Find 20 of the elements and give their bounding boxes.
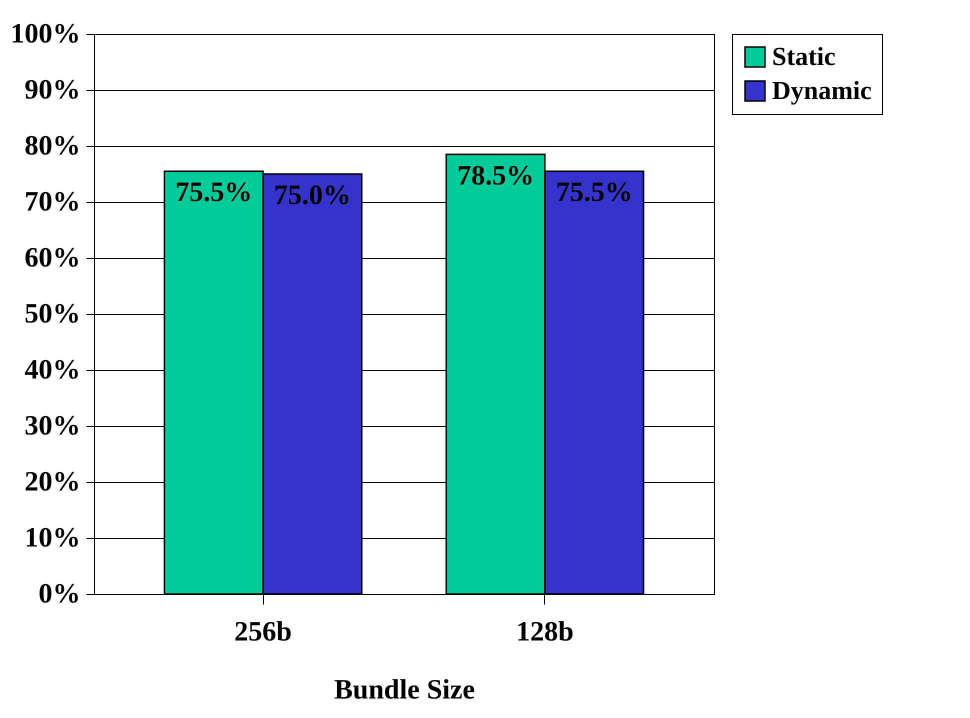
y-tick-label: 40% xyxy=(24,354,80,386)
text: 75.0% xyxy=(274,180,351,211)
y-tick-label: 0% xyxy=(38,578,80,610)
y-tick-label: 20% xyxy=(24,466,80,498)
y-tick-label: 50% xyxy=(24,298,80,330)
legend-label: Static xyxy=(772,42,836,71)
y-tick-label: 80% xyxy=(24,130,80,162)
y-tick-label: 10% xyxy=(24,522,80,554)
text: 78.5% xyxy=(457,160,534,192)
y-tick-label: 30% xyxy=(24,410,80,442)
x-tick-label: 128b xyxy=(516,616,574,648)
text: 75.5% xyxy=(556,177,633,208)
legend-label: Dynamic xyxy=(772,76,872,105)
x-axis-title: Bundle Size xyxy=(334,674,475,706)
y-tick-label: 70% xyxy=(24,186,80,218)
y-tick-label: 60% xyxy=(24,242,80,274)
y-tick-label: 90% xyxy=(24,74,80,106)
text: 75.5% xyxy=(175,177,252,208)
y-tick-label: 100% xyxy=(10,18,80,50)
x-tick-label: 256b xyxy=(234,616,292,648)
